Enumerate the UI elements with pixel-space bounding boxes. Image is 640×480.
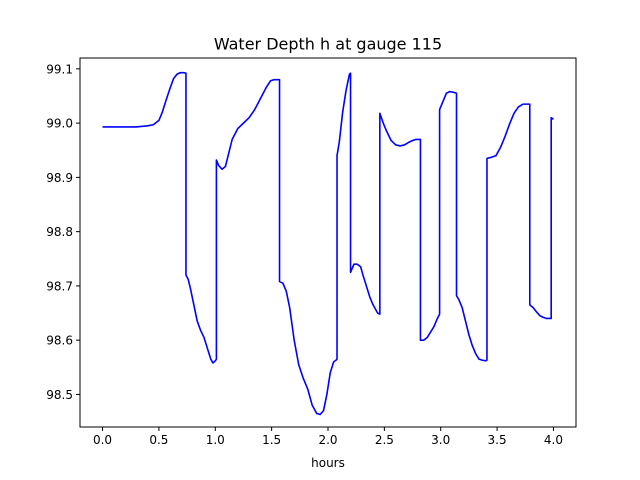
- x-tick-label: 4.0: [544, 433, 563, 447]
- y-tick-label: 98.7: [46, 279, 73, 293]
- x-tick-label: 3.0: [431, 433, 450, 447]
- y-tick-label: 99.0: [46, 117, 73, 131]
- x-tick-label: 1.0: [206, 433, 225, 447]
- y-axis-ticks: 98.5 98.6 98.7 98.8 98.9 99.0 99.1: [46, 62, 80, 402]
- plot-area: [80, 58, 576, 427]
- x-tick-label: 0.5: [149, 433, 168, 447]
- x-axis-label: hours: [311, 456, 345, 470]
- x-tick-label: 3.5: [488, 433, 507, 447]
- y-tick-label: 98.6: [46, 334, 73, 348]
- y-tick-label: 98.9: [46, 171, 73, 185]
- x-tick-label: 0.0: [93, 433, 112, 447]
- x-axis-ticks: 0.0 0.5 1.0 1.5 2.0 2.5 3.0 3.5 4.0: [93, 427, 563, 447]
- x-tick-label: 2.0: [318, 433, 337, 447]
- x-tick-label: 1.5: [262, 433, 281, 447]
- y-tick-label: 98.8: [46, 225, 73, 239]
- series-line-water-depth: [102, 71, 554, 416]
- x-tick-label: 2.5: [375, 433, 394, 447]
- plot-frame: [79, 57, 577, 428]
- y-tick-label: 99.1: [46, 62, 73, 76]
- chart-title: Water Depth h at gauge 115: [214, 35, 442, 54]
- y-tick-label: 98.5: [46, 388, 73, 402]
